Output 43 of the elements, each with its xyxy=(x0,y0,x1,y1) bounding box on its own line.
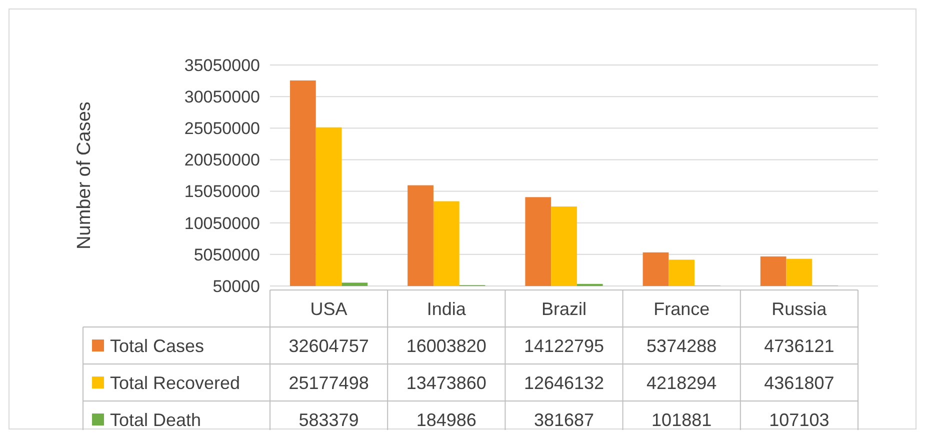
y-tick-label: 35050000 xyxy=(184,56,260,75)
y-tick-label: 15050000 xyxy=(184,182,260,202)
bar xyxy=(408,185,434,286)
data-label: 14122795 xyxy=(524,336,604,356)
legend-label: Total Cases xyxy=(110,336,204,356)
bar xyxy=(551,206,577,286)
x-tick-label: USA xyxy=(310,298,348,319)
data-label: 13473860 xyxy=(406,372,486,393)
data-label: 583379 xyxy=(298,410,359,430)
legend-label: Total Recovered xyxy=(110,372,240,393)
data-label: 184986 xyxy=(416,410,476,430)
x-tick-label: Russia xyxy=(772,298,828,319)
data-label: 4361807 xyxy=(764,372,834,393)
bar xyxy=(342,282,368,286)
y-axis-title: Number of Cases xyxy=(74,102,95,250)
bar xyxy=(290,80,316,286)
y-tick-label: 5050000 xyxy=(194,245,260,264)
data-label: 107103 xyxy=(769,410,830,430)
y-tick-label: 50000 xyxy=(212,276,260,296)
x-tick-label: India xyxy=(426,298,467,319)
bar xyxy=(525,197,552,286)
y-tick-label: 10050000 xyxy=(184,214,260,233)
bar xyxy=(433,201,460,286)
x-tick-label: France xyxy=(654,298,710,319)
legend-label: Total Death xyxy=(110,410,202,430)
y-tick-label: 20050000 xyxy=(184,150,260,170)
data-label: 101881 xyxy=(652,410,712,430)
data-label: 32604757 xyxy=(288,336,369,356)
data-label: 5374288 xyxy=(646,336,717,356)
bar xyxy=(786,258,812,286)
data-label: 381687 xyxy=(534,410,594,430)
bar xyxy=(316,127,342,286)
y-tick-label: 25050000 xyxy=(184,119,260,138)
data-label: 12646132 xyxy=(524,372,604,393)
data-label: 25177498 xyxy=(288,372,369,393)
data-label: 4736121 xyxy=(764,336,834,356)
bar xyxy=(668,260,695,286)
bar xyxy=(642,252,669,286)
bar xyxy=(760,256,786,286)
data-label: 16003820 xyxy=(406,336,486,356)
x-tick-label: Brazil xyxy=(541,298,587,319)
y-tick-label: 30050000 xyxy=(184,88,260,107)
data-label: 4218294 xyxy=(646,372,717,393)
